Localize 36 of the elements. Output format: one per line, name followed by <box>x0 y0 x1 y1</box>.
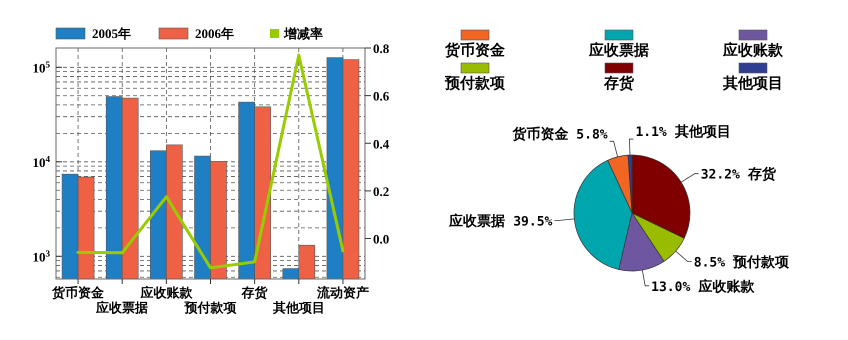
legend-label: 2005年 <box>92 26 131 41</box>
x-tick-label: 流动资产 <box>316 285 369 301</box>
slice-label: 预付款项 <box>732 254 790 271</box>
x-tick-label: 货币资金 <box>51 285 106 301</box>
legend-label: 应收票据 <box>588 41 649 59</box>
legend-label: 存货 <box>603 74 635 92</box>
slice-label: 存货 <box>746 166 777 183</box>
line-series <box>76 54 344 270</box>
x-tick-label: 应收票据 <box>95 300 148 316</box>
legend-label: 增减率 <box>283 26 323 41</box>
legend-label: 应收账款 <box>722 41 784 59</box>
y-tick-label: 10$^{3}$ <box>32 248 50 264</box>
slice-label: 其他项目 <box>674 124 731 140</box>
slice-label: 货币资金 <box>511 125 570 142</box>
y2-tick-label: 0.2 <box>373 184 390 199</box>
data-label: 1.1% <box>635 125 667 140</box>
y2-tick-label: 0.4 <box>373 136 390 152</box>
x-tick-label: 应收账款 <box>139 285 194 301</box>
data-label: 32.2% <box>700 168 740 183</box>
y2-tick-label: 0.0 <box>373 232 390 247</box>
x-tick-label: 预付款项 <box>184 301 238 316</box>
legend-label: 预付款项 <box>444 74 506 92</box>
data-label: 39.5% <box>513 214 553 230</box>
y-tick-label: 10$^{4}$ <box>32 154 50 170</box>
slice-label: 应收票据 <box>448 212 506 230</box>
legend-label: 2006年 <box>195 26 234 41</box>
data-label: 8.5% <box>694 256 726 271</box>
data-label: 5.8% <box>576 127 608 142</box>
y2-tick-label: 0.8 <box>373 41 390 56</box>
legend-label: 其他项目 <box>722 74 783 92</box>
data-label: 13.0% <box>651 280 690 295</box>
x-tick-label: 其他项目 <box>272 301 325 316</box>
y2-tick-label: 0.6 <box>373 88 390 104</box>
x-tick-label: 存货 <box>240 285 269 301</box>
y-tick-label: 10$^{5}$ <box>32 59 50 76</box>
legend-label: 货币资金 <box>444 41 505 59</box>
